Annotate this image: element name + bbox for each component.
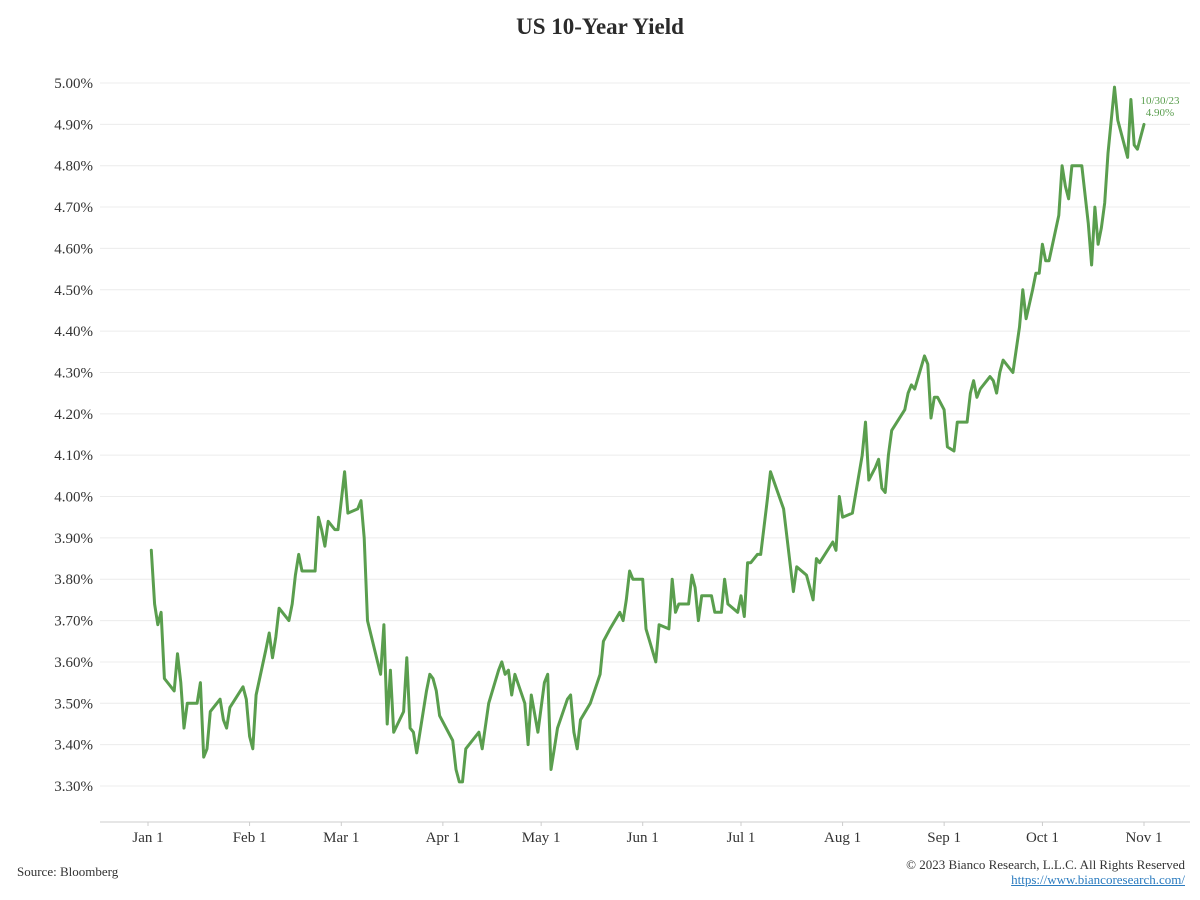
y-tick-label: 4.80% <box>54 159 93 175</box>
y-tick-label: 3.40% <box>54 738 93 754</box>
x-tick-label: Oct 1 <box>1026 830 1059 846</box>
y-tick-label: 4.60% <box>54 241 93 257</box>
x-tick-label: Jan 1 <box>132 830 163 846</box>
y-tick-label: 3.50% <box>54 696 93 712</box>
y-tick-label: 3.70% <box>54 614 93 630</box>
grid-lines <box>100 82 1190 787</box>
x-tick-label: Nov 1 <box>1125 830 1162 846</box>
y-tick-label: 4.00% <box>54 490 93 506</box>
y-tick-label: 4.50% <box>54 283 93 299</box>
y-tick-label: 5.00% <box>54 76 93 92</box>
x-tick-label: Apr 1 <box>426 830 461 846</box>
copyright-text: © 2023 Bianco Research, L.L.C. All Right… <box>906 857 1185 872</box>
x-tick-label: Jun 1 <box>627 830 659 846</box>
data-points <box>151 87 1145 783</box>
copyright-block: © 2023 Bianco Research, L.L.C. All Right… <box>906 857 1185 887</box>
x-tick-label: May 1 <box>522 830 561 846</box>
y-tick-label: 3.80% <box>54 572 93 588</box>
y-tick-label: 4.70% <box>54 200 93 216</box>
x-tick-label: Jul 1 <box>727 830 756 846</box>
x-axis: Jan 1 Feb 1 Mar 1 Apr 1 May 1 Jun 1 Jul 1 Aug 1… <box>100 821 1190 846</box>
y-tick-label: 4.90% <box>54 117 93 133</box>
x-tick-label: Aug 1 <box>824 830 861 846</box>
chart-title: US 10-Year Yield <box>516 14 684 39</box>
x-tick-label: Feb 1 <box>233 830 267 846</box>
y-tick-label: 3.30% <box>54 779 93 795</box>
y-tick-label: 4.40% <box>54 324 93 340</box>
series-line <box>149 85 1146 784</box>
x-tick-label: Mar 1 <box>323 830 359 846</box>
y-axis: 3.30% 3.40% 3.50% 3.60% 3.70% 3.80% 3.90% 4.00%… <box>54 76 93 795</box>
source-note: Source: Bloomberg <box>17 864 119 879</box>
y-tick-label: 3.90% <box>54 531 93 547</box>
y-tick-label: 4.20% <box>54 407 93 423</box>
website-link[interactable]: https://www.biancoresearch.com/ <box>1011 872 1185 887</box>
last-point-value-label: 4.90% <box>1146 107 1174 119</box>
x-tick-label: Sep 1 <box>927 830 961 846</box>
last-point-date-label: 10/30/23 <box>1140 95 1180 107</box>
y-tick-label: 4.10% <box>54 448 93 464</box>
y-tick-label: 4.30% <box>54 365 93 381</box>
y-tick-label: 3.60% <box>54 655 93 671</box>
